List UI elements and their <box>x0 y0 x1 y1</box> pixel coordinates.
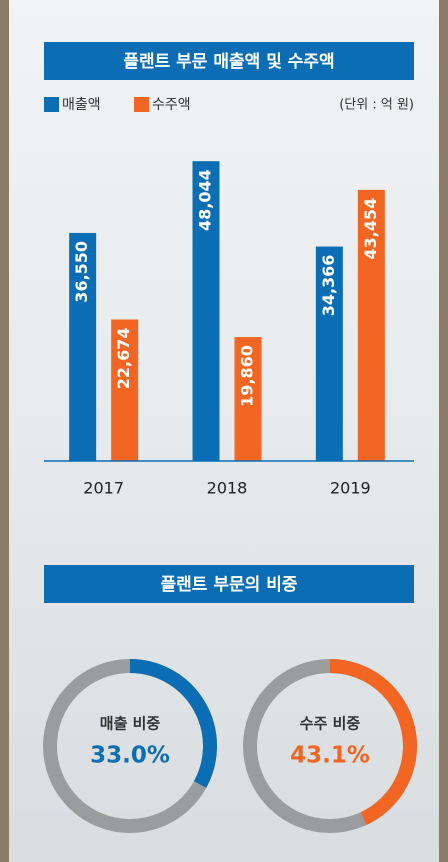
donut-value: 43.1% <box>290 743 370 769</box>
x-tick-label: 2017 <box>83 479 124 498</box>
donut-label: 수주 비중 <box>300 715 361 733</box>
legend-swatch <box>44 97 59 112</box>
bar <box>315 246 343 461</box>
chart-title: 플랜트 부문 매출액 및 수주액 <box>123 52 334 72</box>
x-tick-label: 2019 <box>330 479 371 498</box>
title-bar <box>44 42 414 80</box>
title-bar <box>44 565 414 603</box>
value-label: 36,550 <box>72 241 91 303</box>
donut-arc <box>329 659 417 825</box>
donut-arc <box>129 659 217 788</box>
value-label: 22,674 <box>114 328 133 390</box>
bar <box>234 337 262 461</box>
donut-value: 33.0% <box>90 743 170 769</box>
bar <box>192 161 220 461</box>
legend-swatch <box>134 97 149 112</box>
unit-label: (단위 : 억 원) <box>339 98 414 113</box>
legend-label: 매출액 <box>62 97 101 113</box>
chart-title: 플랜트 부문의 비중 <box>161 575 298 595</box>
donut-label: 매출 비중 <box>100 715 161 733</box>
value-label: 48,044 <box>196 169 215 231</box>
value-label: 19,860 <box>238 345 257 407</box>
value-label: 43,454 <box>361 198 380 260</box>
bar <box>69 232 97 461</box>
bar <box>357 189 385 461</box>
legend-label: 수주액 <box>152 97 191 113</box>
value-label: 34,366 <box>319 255 338 317</box>
x-tick-label: 2018 <box>207 479 248 498</box>
bar <box>111 319 139 461</box>
